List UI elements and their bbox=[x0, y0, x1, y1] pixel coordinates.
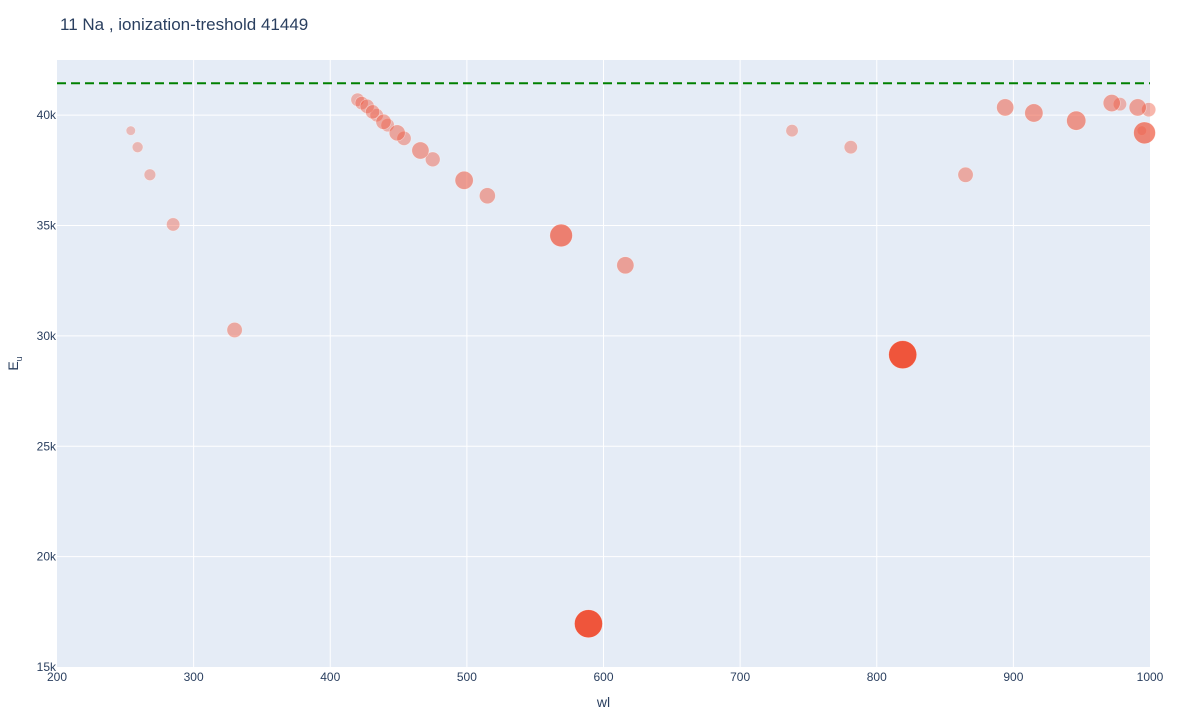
x-tick-label: 700 bbox=[730, 670, 750, 684]
data-point bbox=[369, 108, 384, 123]
data-point bbox=[396, 130, 412, 146]
x-tick-label: 500 bbox=[457, 670, 477, 684]
data-point bbox=[143, 168, 156, 181]
x-tick-label: 200 bbox=[47, 670, 67, 684]
data-point bbox=[166, 217, 181, 232]
data-point bbox=[616, 256, 635, 275]
y-tick-label: 15k bbox=[37, 660, 57, 674]
data-point bbox=[226, 322, 243, 338]
y-axis-label-subscript: u bbox=[14, 356, 24, 361]
data-point bbox=[1024, 103, 1044, 123]
x-tick-label: 800 bbox=[867, 670, 887, 684]
data-point bbox=[365, 104, 380, 120]
data-point bbox=[388, 124, 406, 142]
data-point bbox=[996, 98, 1015, 117]
data-point bbox=[574, 609, 603, 639]
data-point bbox=[843, 140, 858, 155]
y-tick-label: 35k bbox=[37, 219, 57, 233]
x-tick-label: 900 bbox=[1003, 670, 1023, 684]
data-point bbox=[479, 187, 496, 205]
data-point bbox=[375, 113, 392, 130]
data-point bbox=[785, 124, 799, 138]
data-point bbox=[454, 170, 474, 190]
y-axis-label: Eu bbox=[5, 356, 24, 370]
data-point bbox=[411, 141, 430, 160]
y-tick-label: 20k bbox=[37, 550, 57, 564]
gridlines bbox=[57, 60, 1150, 667]
x-tick-label: 300 bbox=[184, 670, 204, 684]
data-point bbox=[425, 151, 441, 167]
x-tick-label: 400 bbox=[320, 670, 340, 684]
data-point bbox=[131, 141, 144, 153]
x-axis-label: wl bbox=[596, 694, 610, 710]
y-axis-ticks: 15k 20k 25k 30k 35k 40k bbox=[37, 108, 57, 674]
y-tick-label: 40k bbox=[37, 108, 57, 122]
data-point bbox=[1128, 98, 1147, 117]
x-tick-label: 600 bbox=[593, 670, 613, 684]
data-point bbox=[888, 340, 918, 369]
x-axis-ticks: 200 300 400 500 600 700 800 900 1000 bbox=[47, 670, 1164, 684]
y-tick-label: 25k bbox=[37, 439, 57, 453]
data-points bbox=[125, 92, 1157, 639]
data-point bbox=[359, 98, 375, 114]
data-point bbox=[125, 125, 136, 136]
y-axis-label-main: E bbox=[5, 361, 21, 370]
data-point bbox=[1133, 121, 1156, 145]
x-tick-label: 1000 bbox=[1137, 670, 1164, 684]
data-point bbox=[549, 223, 573, 248]
data-point bbox=[1066, 110, 1087, 131]
chart-title: 11 Na , ionization-treshold 41449 bbox=[60, 15, 308, 34]
data-point bbox=[957, 166, 974, 183]
y-tick-label: 30k bbox=[37, 329, 57, 343]
data-point bbox=[1102, 94, 1121, 112]
